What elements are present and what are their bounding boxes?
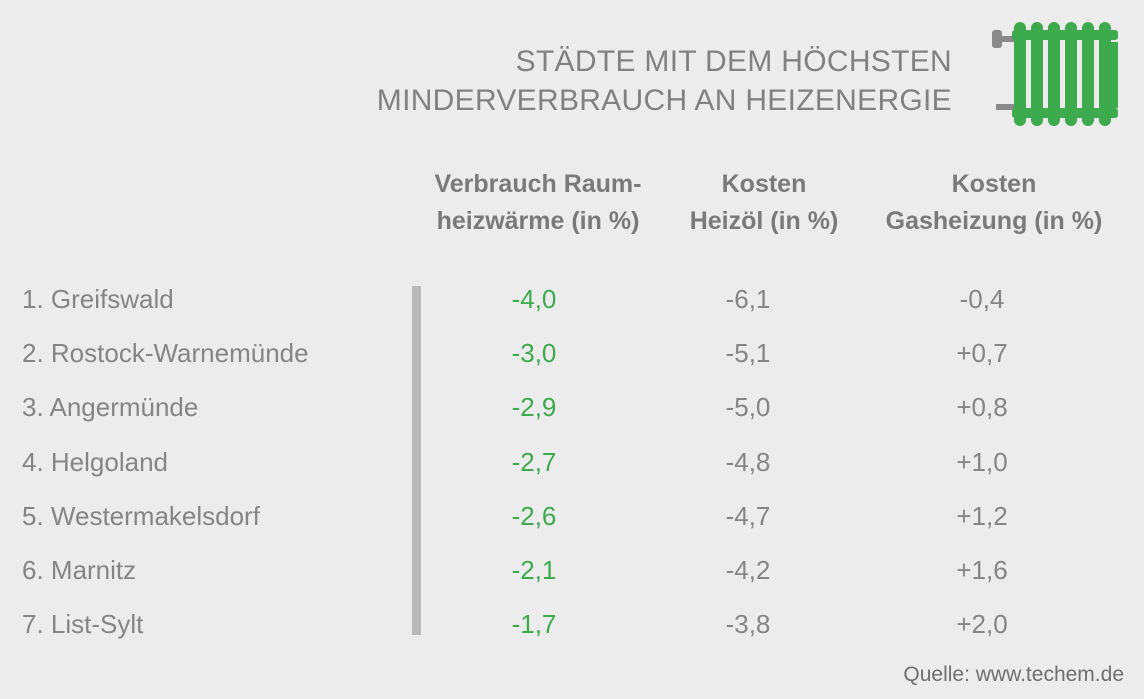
title-line-1: STÄDTE MIT DEM HÖCHSTEN xyxy=(515,45,952,78)
value-raumheizwaerme: -2,9 xyxy=(511,392,557,423)
table-body: 1. Greifswald -4,0 -6,1 -0,4 2. Rostock-… xyxy=(0,272,1144,651)
value-raumheizwaerme: -4,0 xyxy=(511,284,557,314)
value-raumheizwaerme: -3,0 xyxy=(511,338,557,369)
value-heizoel: -4,8 xyxy=(725,446,771,477)
table-row: 3. Angermünde -2,9 -5,0 +0,8 xyxy=(0,380,1144,434)
table-row: 2. Rostock-Warnemünde -3,0 -5,1 +0,7 xyxy=(0,326,1144,380)
value-raumheizwaerme: -1,7 xyxy=(511,609,557,640)
city-name: 1. Greifswald xyxy=(22,284,174,314)
city-name: 2. Rostock-Warnemünde xyxy=(22,338,309,369)
table-row: 6. Marnitz -2,1 -4,2 +1,6 xyxy=(0,543,1144,597)
column-header-gasheizung: Kosten Gasheizung (in %) xyxy=(858,166,1130,240)
title-line-2: MINDERVERBRAUCH AN HEIZENERGIE xyxy=(376,84,952,117)
city-name: 3. Angermünde xyxy=(22,392,199,423)
value-heizoel: -4,2 xyxy=(725,554,771,585)
value-gasheizung: +1,2 xyxy=(956,500,1008,531)
value-heizoel: -5,0 xyxy=(725,392,771,423)
column-header-raumheizwaerme: Verbrauch Raum- heizwärme (in %) xyxy=(400,166,676,240)
city-name: 4. Helgoland xyxy=(22,446,168,477)
column-header-line: heizwärme (in %) xyxy=(436,207,640,235)
city-name: 7. List-Sylt xyxy=(22,609,144,640)
column-header-line: Heizöl (in %) xyxy=(689,207,839,235)
value-raumheizwaerme: -2,7 xyxy=(511,446,557,477)
source-note: Quelle: www.techem.de xyxy=(903,663,1124,686)
column-header-heizoel: Kosten Heizöl (in %) xyxy=(674,166,854,240)
table-row: 4. Helgoland -2,7 -4,8 +1,0 xyxy=(0,435,1144,489)
value-gasheizung: +2,0 xyxy=(956,609,1008,640)
column-header-line: Verbrauch Raum- xyxy=(434,170,642,198)
value-raumheizwaerme: -2,1 xyxy=(511,554,557,585)
column-header-line: Kosten xyxy=(951,170,1037,198)
city-name: 6. Marnitz xyxy=(22,554,137,585)
column-header-line: Kosten xyxy=(721,170,807,198)
value-heizoel: -6,1 xyxy=(725,284,771,314)
value-gasheizung: +0,8 xyxy=(956,392,1008,423)
table-row: 1. Greifswald -4,0 -6,1 -0,4 xyxy=(0,272,1144,326)
column-header-line: Gasheizung (in %) xyxy=(885,207,1103,235)
value-gasheizung: +1,6 xyxy=(956,554,1008,585)
radiator-icon xyxy=(992,22,1118,126)
value-gasheizung: +1,0 xyxy=(956,446,1008,477)
value-gasheizung: +0,7 xyxy=(956,338,1008,369)
page-title: STÄDTE MIT DEM HÖCHSTEN MINDERVERBRAUCH … xyxy=(377,42,952,120)
value-gasheizung: -0,4 xyxy=(959,284,1005,314)
value-heizoel: -4,7 xyxy=(725,500,771,531)
column-divider xyxy=(412,286,421,635)
value-heizoel: -3,8 xyxy=(725,609,771,640)
city-name: 5. Westermakelsdorf xyxy=(22,500,260,531)
table-row: 5. Westermakelsdorf -2,6 -4,7 +1,2 xyxy=(0,489,1144,543)
value-heizoel: -5,1 xyxy=(725,338,771,369)
table-row: 7. List-Sylt -1,7 -3,8 +2,0 xyxy=(0,597,1144,651)
value-raumheizwaerme: -2,6 xyxy=(511,500,557,531)
